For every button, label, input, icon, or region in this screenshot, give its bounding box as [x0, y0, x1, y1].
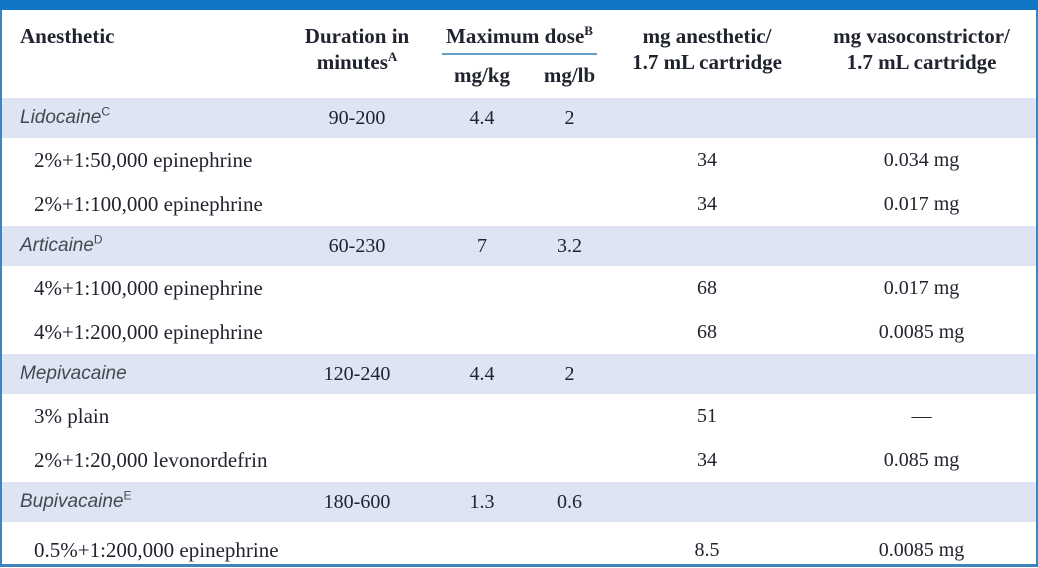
table-row-formulation: 2%+1:20,000 levonordefrin 34 0.085 mg	[2, 438, 1036, 482]
mg-anesthetic-value	[607, 226, 807, 266]
duration-value: 90-200	[328, 106, 386, 129]
mg-kg-value: 7	[477, 234, 487, 257]
maximum-dose-footnote-sup: B	[584, 23, 593, 38]
anesthetic-name: ArticaineD	[20, 232, 103, 256]
mg-vasoconstrictor-value: 0.0085 mg	[878, 538, 965, 561]
formulation-label: 3% plain	[34, 403, 110, 428]
mg-kg-value: 4.4	[469, 362, 495, 385]
mg-vasoconstrictor-value	[807, 226, 1036, 266]
formulation-label: 2%+1:100,000 epinephrine	[34, 191, 263, 216]
anesthetic-footnote-sup: E	[123, 488, 132, 503]
table-row-formulation: 0.5%+1:200,000 epinephrine 8.5 0.0085 mg	[2, 522, 1036, 568]
mg-anesthetic-header-line2: 1.7 mL cartridge	[632, 50, 782, 74]
formulation-label: 4%+1:200,000 epinephrine	[34, 319, 263, 344]
formulation-label: 2%+1:20,000 levonordefrin	[34, 447, 268, 472]
formulation-label: 2%+1:50,000 epinephrine	[34, 147, 253, 172]
duration-value: 60-230	[328, 234, 386, 257]
mg-vasoconstrictor-value	[807, 98, 1036, 138]
mg-lb-value: 2	[564, 106, 575, 129]
maximum-dose-underline: Maximum doseB	[442, 23, 597, 55]
anesthetic-dose-table: Anesthetic Duration in minutesA Maximum …	[2, 10, 1037, 568]
header-subrow: mg/kg mg/lb	[2, 58, 1036, 98]
table-row-formulation: 2%+1:100,000 epinephrine 34 0.017 mg	[2, 182, 1036, 226]
mg-anesthetic-value: 51	[697, 404, 718, 427]
table-row-lidocaine: LidocaineC 90-200 4.4 2	[2, 98, 1037, 138]
mg-anesthetic-header-line1: mg anesthetic/	[642, 24, 772, 48]
mg-vasoconstrictor-header-line2: 1.7 mL cartridge	[846, 50, 997, 74]
column-header-mg-kg: mg/kg	[453, 63, 510, 87]
formulation-label: 0.5%+1:200,000 epinephrine	[34, 537, 279, 562]
mg-anesthetic-value	[607, 354, 807, 394]
mg-vasoconstrictor-value: 0.017 mg	[883, 192, 960, 215]
table-row-articaine: ArticaineD 60-230 7 3.2	[2, 226, 1037, 266]
anesthetic-name: BupivacaineE	[20, 488, 132, 512]
duration-value: 180-600	[323, 490, 391, 513]
mg-vasoconstrictor-header-line1: mg vasoconstrictor/	[833, 24, 1010, 48]
mg-anesthetic-value	[607, 482, 807, 522]
table-top-accent-bar	[0, 0, 1038, 10]
duration-header-line2: minutesA	[316, 49, 398, 74]
column-header-mg-anesthetic: mg anesthetic/ 1.7 mL cartridge	[607, 10, 807, 98]
table-row-bupivacaine: BupivacaineE 180-600 1.3 0.6	[2, 482, 1037, 522]
mg-anesthetic-value: 34	[697, 148, 718, 171]
mg-anesthetic-value: 68	[697, 276, 718, 299]
mg-anesthetic-value: 34	[697, 448, 718, 471]
mg-anesthetic-value: 34	[697, 192, 718, 215]
column-header-maximum-dose: Maximum doseB	[432, 10, 607, 58]
table-row-formulation: 2%+1:50,000 epinephrine 34 0.034 mg	[2, 138, 1036, 182]
mg-vasoconstrictor-value: —	[911, 404, 932, 427]
anesthetic-footnote-sup: D	[93, 232, 103, 247]
mg-vasoconstrictor-value: 0.0085 mg	[878, 320, 965, 343]
anesthetic-footnote-sup: C	[101, 104, 111, 119]
duration-value: 120-240	[323, 362, 391, 385]
table-row-mepivacaine: Mepivacaine 120-240 4.4 2	[2, 354, 1037, 394]
mg-anesthetic-value: 8.5	[694, 538, 720, 561]
anesthetic-name: Mepivacaine	[20, 363, 127, 384]
mg-vasoconstrictor-value: 0.017 mg	[883, 276, 960, 299]
mg-vasoconstrictor-value	[807, 354, 1036, 394]
duration-header-line1: Duration in	[304, 24, 410, 48]
formulation-label: 4%+1:100,000 epinephrine	[34, 275, 263, 300]
table-row-formulation: 4%+1:100,000 epinephrine 68 0.017 mg	[2, 266, 1036, 310]
mg-anesthetic-value: 68	[697, 320, 718, 343]
table-row-formulation: 3% plain 51 —	[2, 394, 1036, 438]
mg-vasoconstrictor-value: 0.034 mg	[883, 148, 960, 171]
table-wrapper: Anesthetic Duration in minutesA Maximum …	[2, 10, 1037, 568]
mg-anesthetic-value	[607, 98, 807, 138]
column-header-mg-lb: mg/lb	[543, 63, 596, 87]
mg-lb-value: 2	[564, 362, 575, 385]
anesthetic-name: LidocaineC	[20, 104, 111, 128]
mg-kg-value: 4.4	[469, 106, 495, 129]
mg-lb-value: 0.6	[557, 490, 582, 513]
mg-vasoconstrictor-value	[807, 482, 1036, 522]
header-row: Anesthetic Duration in minutesA Maximum …	[2, 10, 1036, 74]
mg-vasoconstrictor-value: 0.085 mg	[883, 448, 960, 471]
column-header-anesthetic: Anesthetic	[20, 24, 115, 48]
column-header-duration: Duration in minutesA	[282, 10, 432, 98]
table-row-formulation: 4%+1:200,000 epinephrine 68 0.0085 mg	[2, 310, 1036, 354]
duration-footnote-sup: A	[387, 49, 398, 64]
column-header-mg-vasoconstrictor: mg vasoconstrictor/ 1.7 mL cartridge	[807, 10, 1036, 98]
mg-lb-value: 3.2	[557, 234, 582, 257]
mg-kg-value: 1.3	[469, 490, 495, 513]
